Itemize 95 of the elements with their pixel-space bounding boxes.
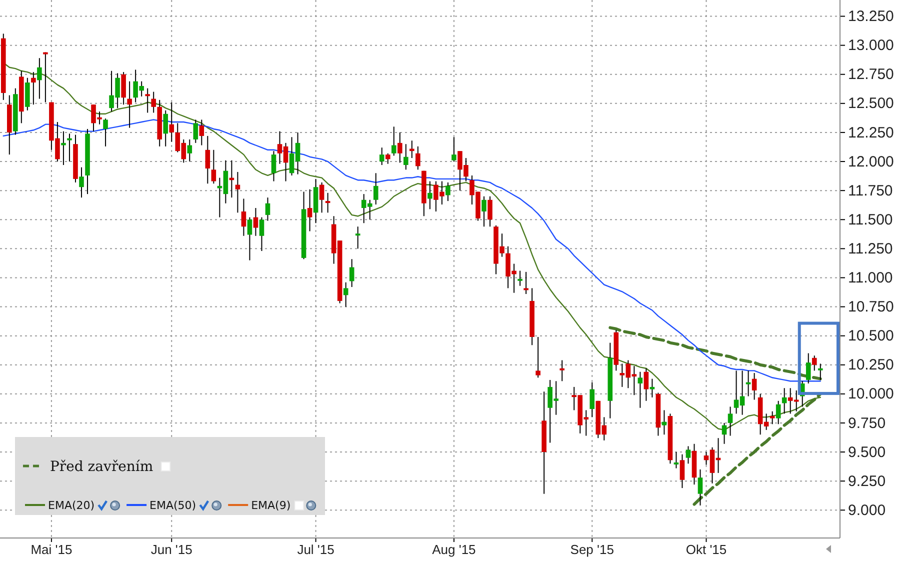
candlestick <box>121 72 126 106</box>
y-tick-label: 12.750 <box>848 66 894 84</box>
candlestick <box>644 368 649 402</box>
candlestick <box>650 378 655 398</box>
candlestick <box>151 91 156 114</box>
candlestick <box>211 149 216 184</box>
candlestick <box>31 72 36 106</box>
candlestick <box>403 144 408 170</box>
candlestick <box>416 146 420 170</box>
candlestick <box>67 133 72 162</box>
y-tick-label: 13.000 <box>848 37 894 54</box>
y-tick-label: 12.500 <box>848 95 894 112</box>
x-tick-label: Mai '15 <box>30 542 72 558</box>
candlestick <box>482 196 486 228</box>
y-tick-label: 9.500 <box>848 444 886 461</box>
candlestick <box>103 118 108 147</box>
y-tick-label: 12.250 <box>848 124 894 142</box>
y-tick-label: 11.000 <box>848 270 893 287</box>
candlestick <box>205 135 210 184</box>
candlestick <box>259 216 264 252</box>
x-tick-label: Aug '15 <box>432 542 476 558</box>
y-tick-label: 11.750 <box>848 182 893 200</box>
y-tick-label: 11.250 <box>848 240 893 258</box>
candlestick <box>488 196 492 228</box>
legend-label: EMA(20) <box>48 499 95 512</box>
candlestick <box>536 336 540 378</box>
candlestick <box>265 197 270 222</box>
legend-label: EMA(9) <box>251 499 291 512</box>
x-tick-label: Jun '15 <box>150 542 192 558</box>
candlestick <box>752 372 757 400</box>
line-series <box>608 326 822 380</box>
candlestick <box>145 88 150 114</box>
candlestick <box>818 363 823 380</box>
candlestick <box>319 182 324 214</box>
candlestick <box>37 58 42 100</box>
candlestick <box>199 119 204 146</box>
candlestick <box>776 400 781 425</box>
candlestick <box>560 360 564 382</box>
candlestick <box>385 152 390 164</box>
candlestick <box>391 126 396 156</box>
x-tick-label: Okt '15 <box>686 542 727 558</box>
candlestick <box>379 147 384 166</box>
candlestick <box>271 150 276 182</box>
y-tick-label: 9.000 <box>848 502 886 519</box>
y-tick-label: 13.250 <box>848 8 894 26</box>
candlestick <box>722 422 727 444</box>
y-tick-label: 12.000 <box>848 153 894 170</box>
candlestick <box>446 182 450 202</box>
legend-label: Před zavřením <box>50 459 154 475</box>
candlestick <box>812 355 817 372</box>
candlestick <box>373 172 378 206</box>
candlestick <box>662 410 667 436</box>
candlestick <box>127 80 132 128</box>
candlestick <box>241 198 246 236</box>
candlestick <box>247 216 252 261</box>
candlestick <box>397 132 402 164</box>
candlestick <box>728 406 733 436</box>
candlestick <box>169 102 174 142</box>
y-tick-label: 10.750 <box>848 298 894 316</box>
y-tick-label: 10.500 <box>848 328 894 345</box>
candlestick <box>307 188 312 232</box>
x-tick-label: Sep '15 <box>570 542 614 558</box>
candlestick <box>235 171 240 214</box>
candlestick <box>590 382 595 418</box>
candlestick <box>746 370 751 397</box>
candlestick <box>428 180 432 210</box>
legend-label: EMA(50) <box>150 499 196 512</box>
candlestick <box>698 468 703 506</box>
candlestick <box>187 138 192 162</box>
candlestick <box>79 166 84 198</box>
candlestick <box>409 140 414 159</box>
candlestick <box>452 136 456 162</box>
candlestick <box>806 352 811 384</box>
y-tick-label: 11.500 <box>848 211 893 228</box>
y-tick-label: 9.750 <box>848 414 886 432</box>
candlestick <box>638 371 643 408</box>
y-tick-label: 10.250 <box>848 356 894 374</box>
candlestick <box>349 258 354 288</box>
y-tick-label: 10.000 <box>848 386 894 403</box>
candlestick <box>343 282 348 308</box>
candlestick <box>43 52 48 103</box>
candlestick <box>782 388 787 414</box>
candlestick <box>680 454 685 489</box>
candlestick <box>686 446 691 464</box>
candlestick <box>163 110 168 147</box>
candlestick <box>193 119 198 144</box>
candlestick <box>674 452 679 469</box>
candlestick <box>325 192 330 214</box>
candlestick <box>253 207 258 236</box>
y-tick-label: 9.250 <box>848 472 886 490</box>
candlestick <box>518 270 522 286</box>
candlestick <box>770 410 775 425</box>
candlestick <box>355 226 360 250</box>
x-tick-label: Jul '15 <box>297 542 334 558</box>
candlestick <box>524 271 528 294</box>
